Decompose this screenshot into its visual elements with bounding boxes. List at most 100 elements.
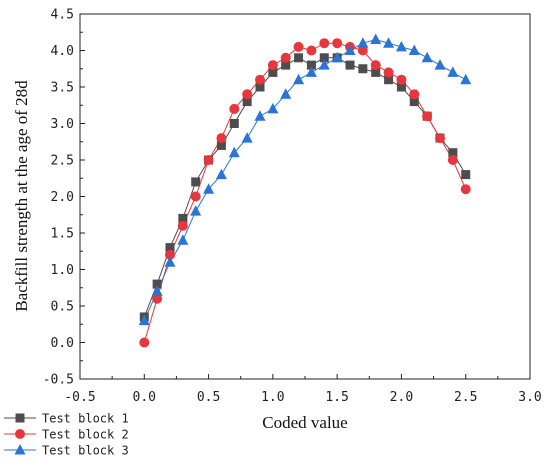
data-point-series-2 <box>267 60 278 71</box>
x-tick-label: 0.5 <box>197 390 220 405</box>
legend-label-3: Test block 3 <box>42 444 129 458</box>
data-point-series-1 <box>242 97 252 107</box>
y-tick-label: 3.5 <box>51 81 74 96</box>
legend-marker-2 <box>15 429 25 439</box>
x-tick-label: 0.0 <box>133 390 156 405</box>
data-point-series-1 <box>255 82 265 92</box>
data-point-series-3 <box>151 285 163 296</box>
data-point-series-1 <box>319 53 329 63</box>
data-point-series-2 <box>139 337 150 348</box>
data-point-series-2 <box>152 293 163 304</box>
data-point-series-3 <box>190 205 202 216</box>
data-point-series-2 <box>165 249 175 260</box>
data-point-series-2 <box>293 41 304 52</box>
y-tick-label: 4.0 <box>51 44 74 59</box>
data-point-series-3 <box>357 37 369 48</box>
data-point-series-2 <box>242 89 253 100</box>
data-point-series-1 <box>191 177 201 187</box>
data-point-series-2 <box>460 184 471 195</box>
legend-label-2: Test block 2 <box>42 428 129 442</box>
data-point-series-3 <box>305 66 317 77</box>
data-point-series-1 <box>152 279 162 289</box>
data-point-series-3 <box>215 168 227 180</box>
data-point-series-2 <box>447 155 458 165</box>
y-tick-label: 1.5 <box>51 227 74 242</box>
data-point-series-2 <box>255 74 265 85</box>
data-point-series-3 <box>395 40 407 52</box>
x-tick-label: -0.5 <box>64 390 95 405</box>
y-tick-label: 0.0 <box>51 336 74 351</box>
data-point-series-2 <box>357 45 368 56</box>
y-tick-label: 2.5 <box>51 154 74 169</box>
data-point-series-1 <box>409 97 419 107</box>
x-tick-label: 3.0 <box>518 390 541 405</box>
y-tick-label: 1.0 <box>51 263 74 278</box>
data-point-series-2 <box>280 52 291 63</box>
data-point-series-3 <box>447 66 459 77</box>
data-point-series-3 <box>383 37 395 48</box>
data-point-series-1 <box>281 60 291 70</box>
data-point-series-2 <box>332 38 343 49</box>
data-point-series-3 <box>280 88 292 99</box>
data-point-series-3 <box>318 59 330 70</box>
y-tick-label: 2.0 <box>51 190 74 205</box>
data-point-series-3 <box>434 59 446 70</box>
data-point-series-3 <box>138 314 150 326</box>
data-point-series-1 <box>396 82 406 92</box>
data-point-series-1 <box>384 75 394 85</box>
data-point-series-2 <box>396 74 407 85</box>
data-point-series-1 <box>306 60 316 70</box>
data-point-series-1 <box>229 119 239 128</box>
data-point-series-2 <box>422 111 433 122</box>
data-point-series-2 <box>216 133 227 144</box>
x-tick-label: 1.5 <box>325 390 348 405</box>
data-point-series-3 <box>164 256 176 267</box>
data-point-series-3 <box>293 73 305 85</box>
data-point-series-3 <box>421 51 433 63</box>
data-point-series-3 <box>344 44 356 55</box>
data-point-series-2 <box>229 103 240 114</box>
data-point-series-1 <box>178 213 188 223</box>
data-point-series-1 <box>165 243 175 253</box>
x-axis-title: Coded value <box>262 413 347 432</box>
data-point-series-3 <box>241 132 253 143</box>
data-point-series-3 <box>408 44 420 55</box>
data-point-series-3 <box>254 110 266 121</box>
legend-marker-3 <box>14 444 26 455</box>
legend: Test block 1 Test block 2 Test block 3 <box>4 412 129 458</box>
data-point-series-1 <box>268 67 278 77</box>
data-point-series-3 <box>177 234 189 245</box>
y-tick-label: -0.5 <box>43 373 74 388</box>
data-point-series-1 <box>448 148 458 158</box>
marks-layer <box>138 33 472 348</box>
data-point-series-2 <box>435 133 445 144</box>
data-point-series-1 <box>345 60 355 70</box>
y-axis-title: Backfill strength at the age of 28d <box>12 80 31 312</box>
data-point-series-1 <box>216 140 226 150</box>
data-point-series-1 <box>294 53 304 63</box>
data-point-series-1 <box>461 170 471 180</box>
data-point-series-2 <box>203 155 214 165</box>
x-tick-label: 1.0 <box>261 390 284 405</box>
legend-marker-1 <box>15 413 25 423</box>
data-point-series-2 <box>383 67 394 78</box>
data-point-series-2 <box>319 38 330 49</box>
y-tick-label: 4.5 <box>51 8 74 23</box>
ticks-layer: -0.5 0.0 0.5 1.0 1.5 2.0 2.5 3.0 -0.5 0.0 0.5 1.0 1.… <box>43 8 542 406</box>
data-point-series-2 <box>306 45 317 56</box>
data-point-series-3 <box>370 33 382 45</box>
data-point-series-3 <box>331 51 343 63</box>
data-point-series-1 <box>371 67 381 77</box>
data-point-series-3 <box>267 102 279 114</box>
y-tick-label: 3.0 <box>51 117 74 132</box>
data-point-series-3 <box>228 146 240 158</box>
x-tick-label: 2.5 <box>454 390 477 405</box>
data-point-series-2 <box>190 191 201 202</box>
data-point-series-2 <box>370 60 381 71</box>
data-point-series-3 <box>460 73 472 85</box>
data-point-series-1 <box>358 64 368 74</box>
data-point-series-3 <box>203 183 215 194</box>
legend-label-1: Test block 1 <box>42 412 129 426</box>
y-tick-label: 0.5 <box>51 300 74 315</box>
